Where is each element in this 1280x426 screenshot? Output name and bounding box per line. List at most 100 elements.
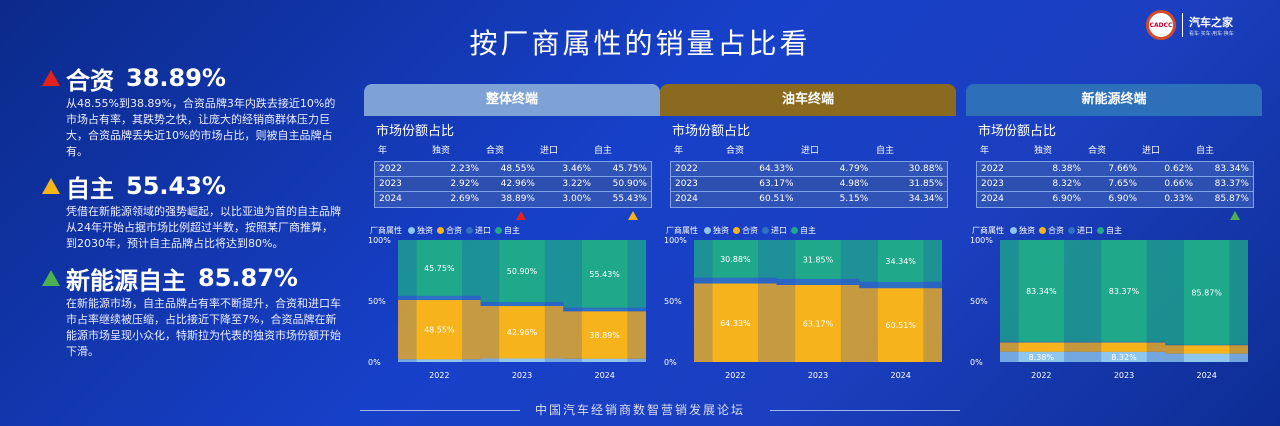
- highlight-name: 合资: [66, 66, 114, 95]
- data-label: 60.51%: [885, 321, 916, 330]
- bar-自主-2023: [1101, 240, 1147, 342]
- bar-合资-2024: [581, 311, 628, 359]
- x-tick-label: 2022: [429, 371, 449, 380]
- bar-独资-2024: [1183, 353, 1230, 362]
- x-tick-label: 2024: [1196, 371, 1216, 380]
- data-label: 48.55%: [424, 326, 455, 335]
- table-cell: 2.92%: [450, 179, 479, 189]
- bar-进口-2022: [1018, 341, 1065, 343]
- data-label: 42.96%: [507, 328, 538, 337]
- table-col-header: 自主: [876, 146, 895, 156]
- bar-合资-2023: [795, 284, 841, 362]
- table-cell: 6.90%: [1108, 194, 1137, 204]
- legend-dot: [1097, 226, 1104, 234]
- legend-dot: [408, 226, 415, 234]
- x-tick-label: 2023: [1114, 371, 1134, 380]
- table-row: 2023 2.92% 42.96% 3.22% 50.90%: [375, 177, 651, 192]
- table-cell: 2024: [675, 194, 698, 204]
- table-cell: 6.90%: [1052, 194, 1081, 204]
- share-table: 2022 2.23% 48.55% 3.46% 45.75% 2023 2.92% 42.96…: [374, 161, 652, 208]
- bar-合资-2022: [1018, 342, 1065, 352]
- legend-item: 自主: [791, 225, 816, 236]
- legend-label: 自主: [800, 225, 816, 235]
- stacked-bar-chart: 0% 50% 100% 64.33% 63.17% 60.51% 30.88% 31.85% 3…: [664, 236, 942, 380]
- legend-item: 独资: [1010, 225, 1035, 236]
- table-cell: 31.85%: [908, 179, 943, 189]
- y-tick-label: 100%: [970, 236, 993, 245]
- table-cell: 4.79%: [839, 164, 869, 174]
- bar-自主-2024: [1183, 240, 1230, 345]
- table-cell: 0.33%: [1164, 194, 1193, 204]
- bar-独资-2023: [1101, 351, 1147, 362]
- table-cell: 0.62%: [1164, 164, 1193, 174]
- bar-进口-2022: [712, 277, 759, 284]
- legend-dot: [1010, 226, 1017, 234]
- bar-合资-2022: [416, 300, 463, 360]
- stacked-bar-chart: 0% 50% 100% 8.38% 8.32% 83.34% 83.37% 85.87% 202…: [970, 236, 1248, 380]
- y-tick-label: 0%: [970, 358, 983, 367]
- x-tick-label: 2024: [890, 371, 910, 380]
- table-row: 2023 63.17% 4.98% 31.85%: [671, 177, 947, 192]
- triangle-icon: [42, 270, 60, 286]
- highlight-1: 自主 55.43% 凭借在新能源领域的强势崛起，以比亚迪为首的自主品牌从24年开…: [42, 168, 342, 252]
- bar-自主-2023: [795, 240, 841, 279]
- triangle-icon: [42, 70, 60, 86]
- panel-header: 油车终端: [660, 84, 956, 116]
- marker-triangle-icon: [628, 211, 638, 220]
- y-tick-label: 50%: [368, 297, 386, 306]
- table-col-header: 年: [980, 146, 990, 156]
- bar-合资-2024: [1183, 345, 1230, 354]
- share-table: 2022 8.38% 7.66% 0.62% 83.34% 2023 8.32% 7.65% 0…: [976, 161, 1254, 208]
- data-label: 64.33%: [720, 319, 751, 328]
- bar-合资-2023: [1101, 342, 1147, 352]
- highlight-desc: 凭借在新能源领域的强势崛起，以比亚迪为首的自主品牌从24年开始占据市场比例超过半…: [66, 205, 341, 250]
- legend-dot: [1068, 226, 1075, 234]
- triangle-icon: [42, 178, 60, 194]
- table-cell: 63.17%: [759, 179, 794, 189]
- highlight-2: 新能源自主 85.87% 在新能源市场，自主品牌占有率不断提升，合资和进口车市占…: [42, 260, 342, 360]
- table-cell: 2023: [379, 179, 402, 189]
- y-tick-label: 100%: [368, 236, 391, 245]
- legend-label: 自主: [1106, 225, 1122, 235]
- table-cell: 7.65%: [1108, 179, 1137, 189]
- highlight-value: 38.89%: [126, 64, 226, 92]
- table-col-header: 自主: [594, 146, 613, 156]
- table-cell: 30.88%: [908, 164, 943, 174]
- data-label: 63.17%: [803, 319, 834, 328]
- data-label: 45.75%: [424, 264, 455, 273]
- legend-dot: [437, 226, 444, 234]
- panel-subtitle: 市场份额占比: [672, 124, 751, 139]
- table-cell: 2.69%: [450, 194, 479, 204]
- data-label: 34.34%: [885, 257, 916, 266]
- panel-2: 新能源终端 市场份额占比 年独资 合资 进口 自主 2022 8.38% 7.66% 0.6…: [966, 84, 1262, 396]
- stacked-bar-chart: 0% 50% 100% 48.55% 42.96% 38.89% 45.75% 50.90% 5…: [368, 236, 646, 380]
- bar-自主-2024: [581, 239, 628, 308]
- legend-title: 厂商属性: [666, 225, 698, 235]
- highlight-desc: 在新能源市场，自主品牌占有率不断提升，合资和进口车市占率继续被压缩，占比接近下降…: [66, 297, 341, 358]
- table-cell: 2.23%: [450, 164, 479, 174]
- panel-1: 油车终端 市场份额占比 年合资 进口 自主 2022 64.33% 4.79% 30.88…: [660, 84, 956, 396]
- data-label: 8.38%: [1029, 353, 1055, 362]
- table-cell: 0.66%: [1164, 179, 1193, 189]
- bar-进口-2023: [499, 302, 545, 307]
- table-row: 2024 2.69% 38.89% 3.00% 55.43%: [375, 192, 651, 207]
- table-cell: 2022: [675, 164, 698, 174]
- table-row: 2024 6.90% 6.90% 0.33% 85.87%: [977, 192, 1253, 207]
- data-label: 55.43%: [589, 270, 620, 279]
- highlight-value: 85.87%: [198, 264, 298, 292]
- table-cell: 83.34%: [1214, 164, 1249, 174]
- bar-合资-2023: [499, 306, 545, 359]
- footer-line-left: [360, 410, 520, 411]
- share-table: 2022 64.33% 4.79% 30.88% 2023 63.17% 4.98% 31.8…: [670, 161, 948, 208]
- bar-自主-2024: [877, 240, 924, 282]
- y-tick-label: 0%: [664, 358, 677, 367]
- table-cell: 83.37%: [1214, 179, 1249, 189]
- legend-label: 进口: [771, 225, 787, 235]
- bar-进口-2022: [416, 295, 463, 301]
- bar-独资-2024: [581, 358, 628, 362]
- panel-0: 整体终端 市场份额占比 年独资 合资 进口 自主 2022 2.23% 48.55% 3.4…: [364, 84, 660, 396]
- x-tick-label: 2022: [725, 371, 745, 380]
- x-tick-label: 2022: [1031, 371, 1051, 380]
- data-label: 38.89%: [589, 331, 620, 340]
- legend: 厂商属性 独资 合资 进口 自主: [972, 224, 1262, 236]
